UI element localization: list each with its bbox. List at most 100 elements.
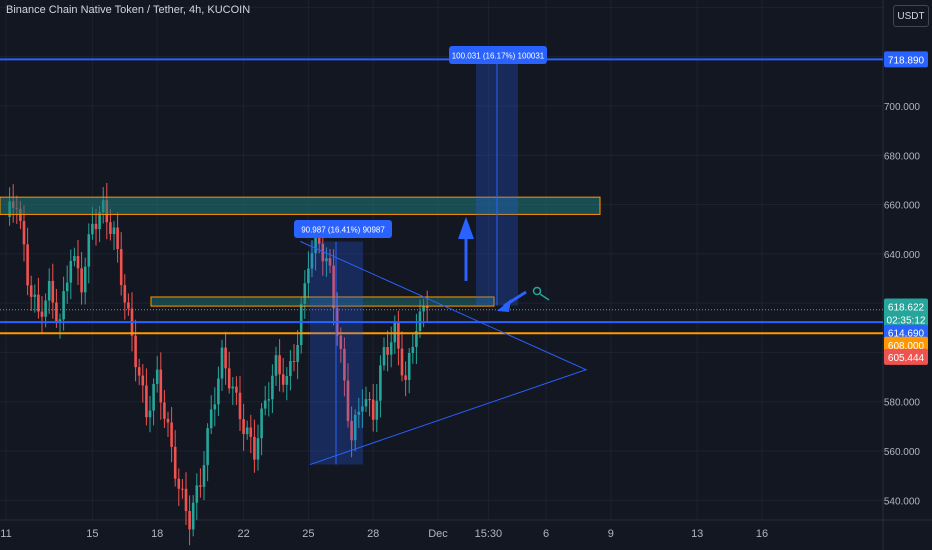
candle-body <box>245 427 249 435</box>
currency-label[interactable]: USDT <box>893 5 929 27</box>
measure-label-large-text: 100.031 (16.17%) 100031 <box>452 52 545 61</box>
candle-body <box>29 285 33 297</box>
candle-body <box>371 399 375 420</box>
candle-body <box>238 392 242 420</box>
x-tick-label: 15 <box>86 528 98 540</box>
measure-label-small-text: 90.987 (16.41%) 90987 <box>301 226 385 235</box>
x-tick-label: 22 <box>237 528 249 540</box>
candle-body <box>321 243 325 262</box>
candle-body <box>22 221 26 245</box>
candle-body <box>407 352 411 380</box>
candle-body <box>332 265 335 309</box>
y-tick-label: 540.000 <box>884 496 921 507</box>
candle-body <box>148 410 152 418</box>
candle-body <box>346 380 350 422</box>
resistance-zone <box>0 196 601 215</box>
candle-body <box>328 258 332 266</box>
price-label: 608.000 <box>884 336 928 353</box>
candle-body <box>26 244 29 286</box>
candle-body <box>62 291 65 320</box>
candle-body <box>134 335 137 368</box>
y-tick-label: 580.000 <box>884 398 921 409</box>
measure-label-large: 100.031 (16.17%) 100031 <box>449 46 547 64</box>
candle-body <box>94 223 98 230</box>
candle-body <box>177 478 181 489</box>
x-tick-label: 13 <box>691 528 703 540</box>
x-tick-label: 6 <box>543 528 549 540</box>
candle-body <box>361 406 364 412</box>
candle-body <box>364 399 368 407</box>
candle-body <box>109 222 112 235</box>
candle-body <box>40 311 44 317</box>
price-label-bg <box>884 348 928 365</box>
price-label: 605.444 <box>884 348 928 365</box>
y-tick-label: 700.000 <box>884 102 921 113</box>
candle-body <box>112 227 116 235</box>
candle-body <box>170 422 173 447</box>
pointer-arrow-head <box>497 299 511 312</box>
candle-body <box>141 375 145 386</box>
y-tick-label: 660.000 <box>884 201 921 212</box>
candle-body <box>310 253 314 269</box>
candle-body <box>425 306 429 309</box>
candle-body <box>400 348 404 376</box>
candle-body <box>299 303 303 346</box>
x-tick-label: 9 <box>608 528 614 540</box>
candle-body <box>357 411 361 415</box>
candle-body <box>260 408 263 439</box>
y-tick-label: 560.000 <box>884 447 921 458</box>
price-label: 618.622 <box>884 298 928 315</box>
candle-body <box>296 345 299 362</box>
candle-body <box>415 331 418 347</box>
x-tick-label: 11 <box>0 528 11 540</box>
candle-body <box>199 485 202 487</box>
candle-body <box>163 402 166 419</box>
candle-body <box>274 355 278 376</box>
candle-body <box>404 375 407 380</box>
candle-body <box>278 355 281 375</box>
candle-body <box>155 369 159 384</box>
price-label-text: 718.890 <box>888 55 925 66</box>
key-icon <box>532 286 542 296</box>
candle-body <box>69 261 73 283</box>
candle-body <box>188 511 191 530</box>
candle-body <box>307 268 310 284</box>
price-label-bg <box>884 51 928 68</box>
candle-body <box>145 385 148 418</box>
candle-body <box>235 386 238 393</box>
candle-body <box>382 347 386 366</box>
candle-body <box>231 386 235 389</box>
candle-body <box>339 335 343 349</box>
candle-body <box>325 258 328 262</box>
candle-body <box>184 488 188 512</box>
candle-body <box>317 237 321 244</box>
candle-body <box>314 237 317 254</box>
x-tick-label: 16 <box>756 528 768 540</box>
candle-body <box>256 438 260 460</box>
price-label-text: 608.000 <box>888 341 925 352</box>
candle-body <box>285 376 289 385</box>
price-label-bg <box>884 336 928 353</box>
candle-body <box>375 400 379 420</box>
candle-body <box>209 409 213 429</box>
candle-body <box>289 361 292 377</box>
x-tick-label: 25 <box>302 528 314 540</box>
candle-body <box>379 365 382 401</box>
candle-body <box>152 383 155 411</box>
candle-body <box>292 361 296 363</box>
x-tick-label: 28 <box>367 528 379 540</box>
price-label-bg <box>884 311 928 328</box>
candle-body <box>44 300 47 317</box>
candle-body <box>159 369 163 403</box>
price-label: 02:35:12 <box>884 311 928 328</box>
candle-body <box>195 485 199 503</box>
measure-label-small: 90.987 (16.41%) 90987 <box>294 220 392 238</box>
candle-body <box>202 465 206 487</box>
x-tick-label: 18 <box>151 528 163 540</box>
candle-body <box>386 347 389 355</box>
measure-label-large-bg <box>449 46 547 64</box>
candle-body <box>213 404 217 410</box>
candle-body <box>166 418 170 423</box>
candle-body <box>76 256 80 269</box>
